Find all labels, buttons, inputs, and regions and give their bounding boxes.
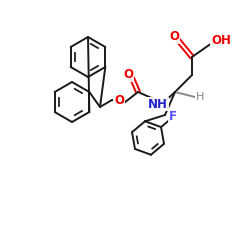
Text: O: O: [123, 68, 133, 82]
Text: NH: NH: [148, 98, 168, 110]
Text: O: O: [114, 94, 124, 106]
Text: OH: OH: [211, 34, 231, 46]
Text: O: O: [169, 30, 179, 44]
Text: F: F: [169, 110, 177, 122]
Text: H: H: [196, 92, 204, 102]
